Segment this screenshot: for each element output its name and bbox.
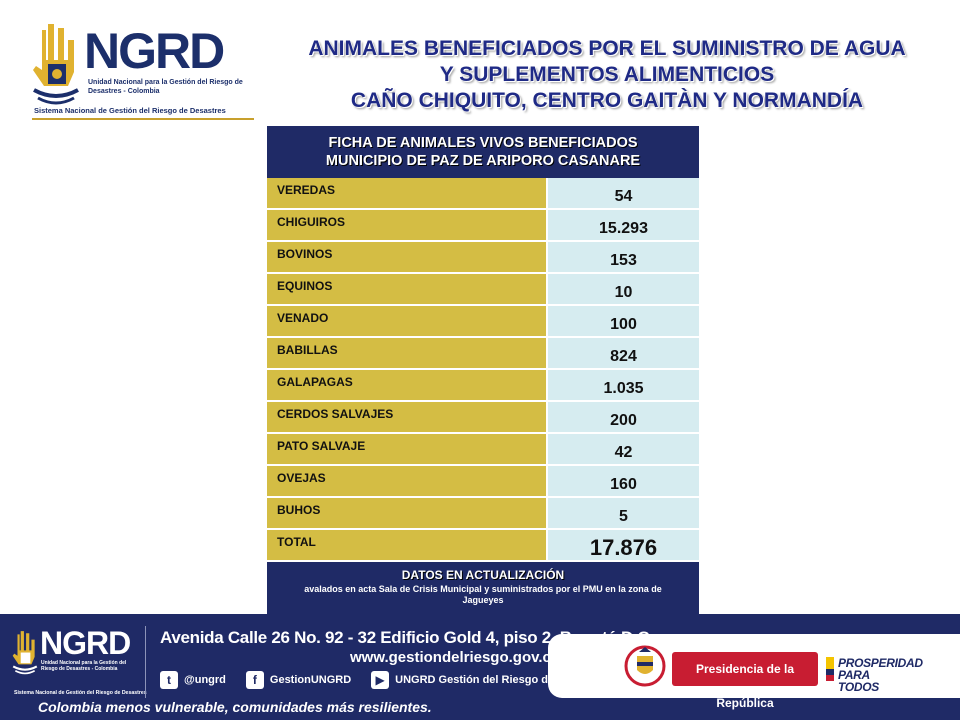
- table-heading-line-2: MUNICIPIO DE PAZ DE ARIPORO CASANARE: [325, 153, 641, 169]
- animals-table: FICHA DE ANIMALES VIVOS BENEFICIADOS MUN…: [267, 126, 699, 616]
- row-value: 153: [548, 242, 699, 274]
- row-value: 824: [548, 338, 699, 370]
- table-row: BABILLAS 824: [267, 338, 699, 370]
- prosperity-logo: PROSPERIDAD PARA TODOS: [826, 656, 923, 694]
- twitter-icon[interactable]: t: [160, 671, 178, 689]
- row-label: BABILLAS: [267, 338, 548, 370]
- title-line-1: ANIMALES BENEFICIADOS POR EL SUMINISTRO …: [308, 37, 906, 60]
- source-note: avalados en acta Sala de Crisis Municipa…: [304, 584, 662, 605]
- row-value: 1.035: [548, 370, 699, 402]
- facebook-icon[interactable]: f: [245, 671, 264, 689]
- row-label: CHIGUIROS: [267, 210, 548, 242]
- row-label: BOVINOS: [267, 242, 548, 274]
- table-row: PATO SALVAJE 42: [267, 434, 699, 466]
- total-label: TOTAL: [267, 530, 548, 562]
- table-heading: FICHA DE ANIMALES VIVOS BENEFICIADOS MUN…: [267, 126, 699, 178]
- table-row: BUHOS 5: [267, 498, 699, 530]
- table-row: VEREDAS 54: [267, 178, 699, 210]
- footer-logo-brand: NGRD: [40, 625, 131, 661]
- footer-tagline: Colombia menos vulnerable, comunidades m…: [38, 699, 432, 715]
- table-total-row: TOTAL 17.876: [267, 530, 699, 562]
- prosperity-line-1: PROSPERIDAD: [838, 656, 923, 670]
- footer-logo-name: Unidad Nacional para la Gestión del Ries…: [41, 660, 127, 672]
- youtube-icon[interactable]: ▶: [371, 671, 390, 689]
- government-logos-panel: Presidencia de la República PROSPERIDAD …: [548, 634, 960, 710]
- title-line-3: CAÑO CHIQUITO, CENTRO GAITÀN Y NORMANDÍA: [350, 89, 864, 112]
- website-link[interactable]: www.gestiondelriesgo.gov.co: [350, 649, 561, 666]
- row-value: 160: [548, 466, 699, 498]
- table-row: EQUINOS 10: [267, 274, 699, 306]
- row-value: 42: [548, 434, 699, 466]
- row-value: 100: [548, 306, 699, 338]
- row-value: 200: [548, 402, 699, 434]
- ngrd-hand-emblem-icon: [12, 631, 38, 675]
- colombia-coat-of-arms-icon: [624, 645, 666, 687]
- logo-system: Sistema Nacional de Gestión del Riesgo d…: [34, 106, 226, 115]
- table-row: OVEJAS 160: [267, 466, 699, 498]
- ngrd-hand-emblem-icon: [33, 24, 79, 105]
- row-label: CERDOS SALVAJES: [267, 402, 548, 434]
- logo-divider: [32, 118, 254, 120]
- footer-divider: [145, 626, 146, 698]
- footer-address: Avenida Calle 26 No. 92 - 32 Edificio Go…: [160, 628, 650, 647]
- row-label: VENADO: [267, 306, 548, 338]
- logo-name: Unidad Nacional para la Gestión del Ries…: [88, 79, 243, 95]
- social-links: t @ungrd f GestionUNGRD ▶ UNGRD Gestión …: [160, 671, 610, 689]
- total-value: 17.876: [548, 530, 699, 562]
- table-row: CERDOS SALVAJES 200: [267, 402, 699, 434]
- row-label: EQUINOS: [267, 274, 548, 306]
- row-label: OVEJAS: [267, 466, 548, 498]
- row-label: BUHOS: [267, 498, 548, 530]
- table-row: BOVINOS 153: [267, 242, 699, 274]
- title-line-2: Y SUPLEMENTOS ALIMENTICIOS: [439, 63, 775, 86]
- colombia-flag-stripe-icon: [826, 657, 834, 681]
- footer-ngrd-logo: NGRD Unidad Nacional para la Gestión del…: [10, 622, 147, 704]
- ngrd-logo: NGRD Unidad Nacional para la Gestión del…: [28, 20, 256, 125]
- row-value: 15.293: [548, 210, 699, 242]
- table-row: VENADO 100: [267, 306, 699, 338]
- row-label: PATO SALVAJE: [267, 434, 548, 466]
- row-value: 10: [548, 274, 699, 306]
- facebook-handle[interactable]: GestionUNGRD: [269, 674, 352, 686]
- row-label: GALAPAGAS: [267, 370, 548, 402]
- table-row: CHIGUIROS 15.293: [267, 210, 699, 242]
- table-heading-line-1: FICHA DE ANIMALES VIVOS BENEFICIADOS: [328, 135, 638, 151]
- logo-brand: NGRD: [84, 23, 225, 79]
- table-footer: DATOS EN ACTUALIZACIÓN avalados en acta …: [267, 562, 699, 616]
- table-row: GALAPAGAS 1.035: [267, 370, 699, 402]
- row-label: VEREDAS: [267, 178, 548, 210]
- update-status: DATOS EN ACTUALIZACIÓN: [401, 568, 565, 582]
- page-footer: NGRD Unidad Nacional para la Gestión del…: [0, 614, 960, 720]
- page-title: ANIMALES BENEFICIADOS POR EL SUMINISTRO …: [262, 36, 952, 114]
- presidency-logo: Presidencia de la República: [672, 652, 818, 710]
- row-value: 5: [548, 498, 699, 530]
- twitter-handle[interactable]: @ungrd: [184, 674, 226, 686]
- prosperity-line-2: PARA TODOS: [838, 668, 879, 694]
- footer-logo-system: Sistema Nacional de Gestión del Riesgo d…: [14, 690, 147, 696]
- row-value: 54: [548, 178, 699, 210]
